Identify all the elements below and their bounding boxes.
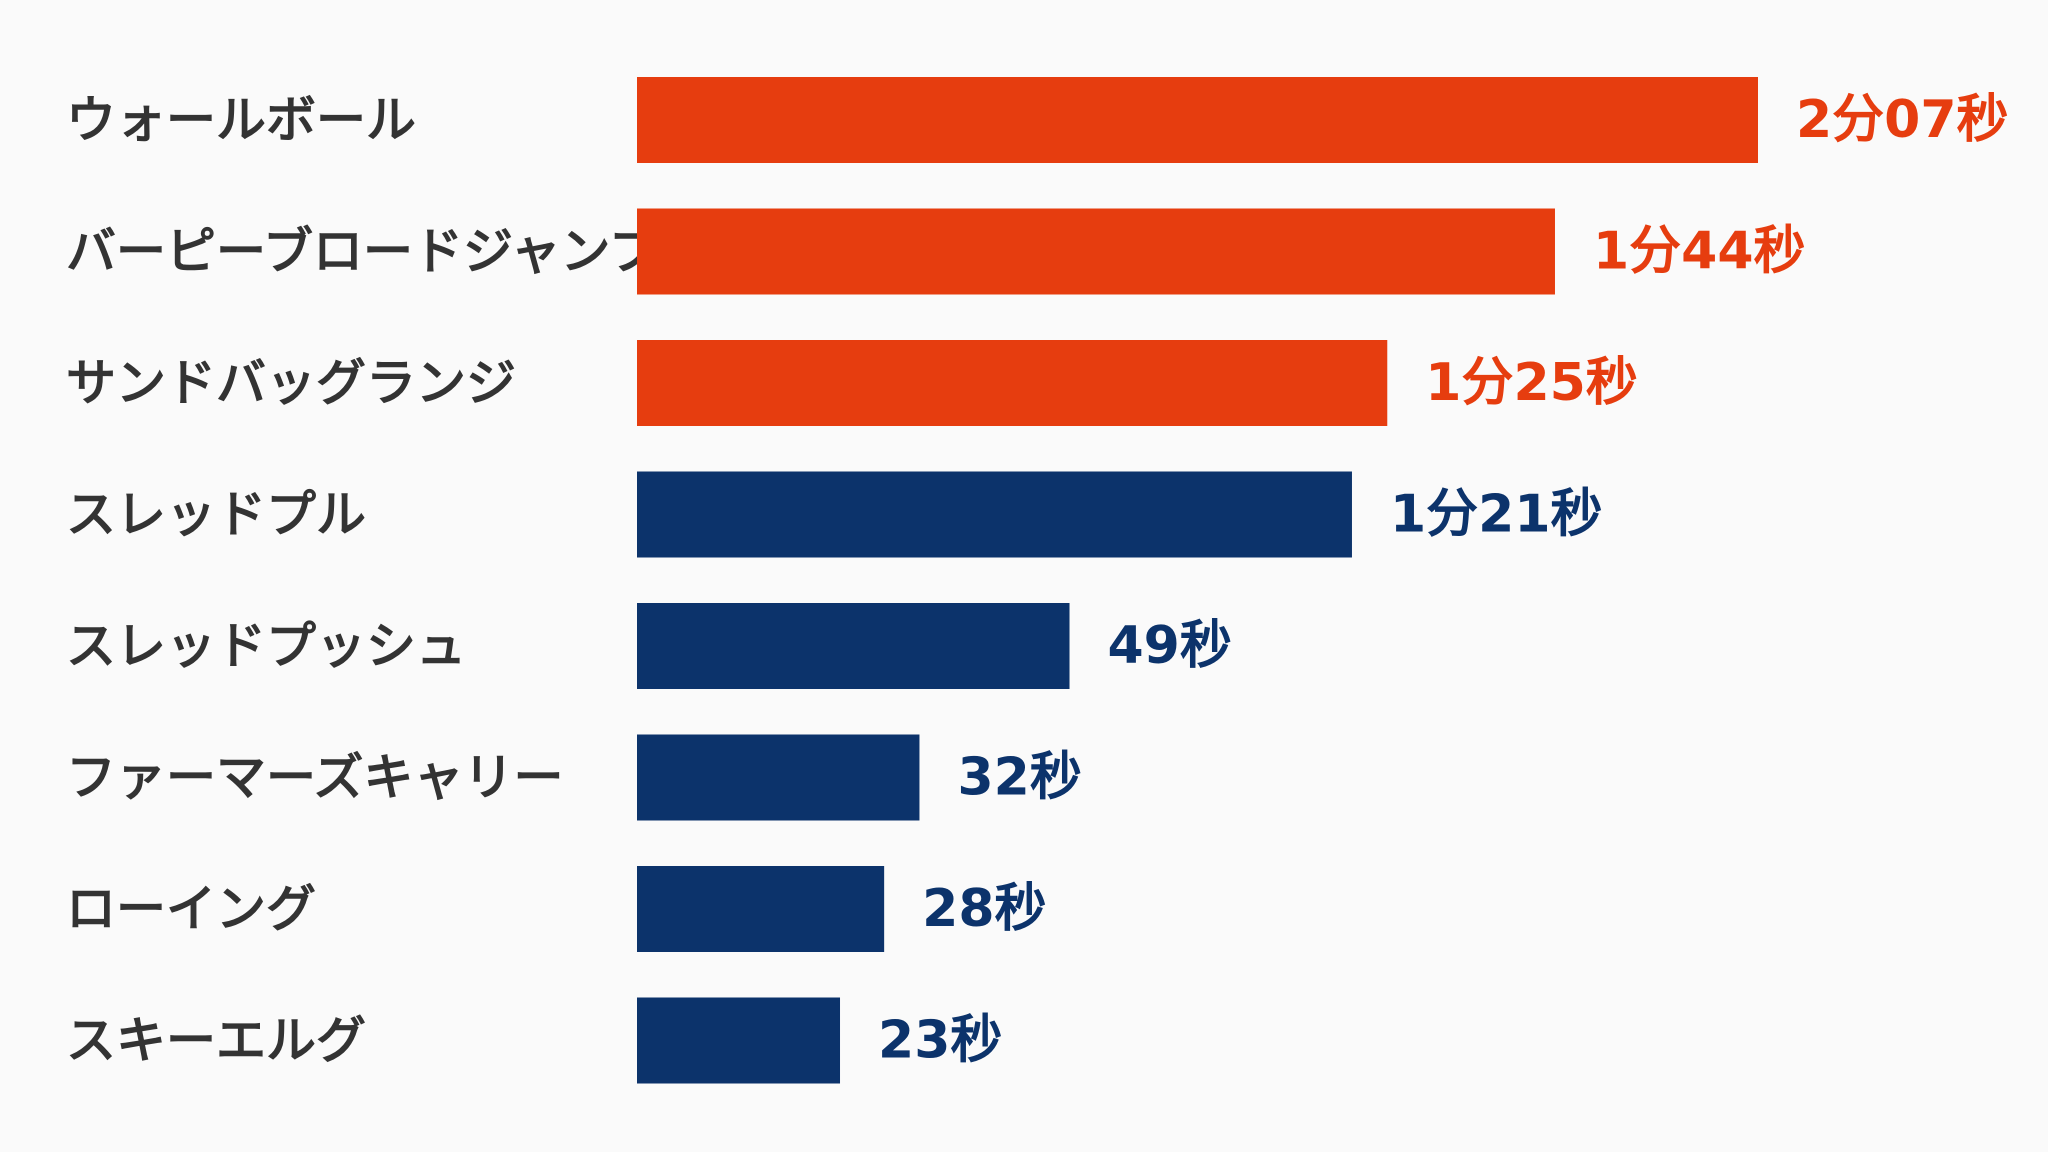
- value-label: 1分44秒: [1593, 222, 1806, 282]
- category-label: スレッドプル: [66, 486, 366, 544]
- bar: [637, 471, 1352, 558]
- value-label: 2分07秒: [1796, 90, 2009, 150]
- bar: [637, 997, 841, 1084]
- category-label: ローイング: [66, 880, 316, 938]
- category-label: バーピーブロードジャンプ: [66, 223, 659, 281]
- value-labels: 2分07秒 1分44秒 1分25秒 1分21秒 49秒 32秒 28秒 23秒: [878, 90, 2009, 1071]
- bar: [637, 603, 1070, 689]
- value-label: 28秒: [922, 879, 1046, 939]
- value-label: 1分21秒: [1390, 485, 1603, 545]
- category-label: サンドバッグランジ: [66, 354, 516, 412]
- category-label: スレッドプッシュ: [66, 617, 466, 675]
- value-label: 32秒: [957, 748, 1081, 808]
- value-label: 49秒: [1108, 616, 1232, 676]
- category-label: ウォールボール: [66, 91, 416, 149]
- bar: [637, 208, 1555, 295]
- bar: [637, 77, 1758, 163]
- bar: [637, 340, 1388, 426]
- bar: [637, 866, 885, 952]
- category-labels: ウォールボールバーピーブロードジャンプサンドバッグランジスレッドプルスレッドプッ…: [66, 91, 659, 1070]
- bar: [637, 734, 920, 821]
- value-label: 1分25秒: [1425, 353, 1638, 413]
- value-label: 23秒: [878, 1011, 1002, 1071]
- category-label: スキーエルグ: [66, 1012, 366, 1070]
- bars: [637, 77, 1758, 1084]
- category-label: ファーマーズキャリー: [66, 749, 564, 807]
